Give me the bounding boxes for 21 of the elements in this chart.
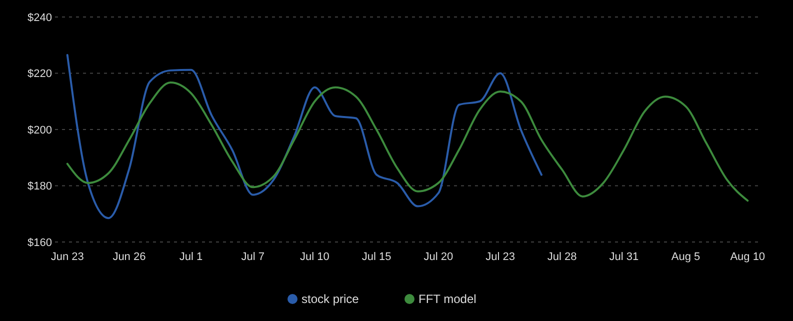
x-tick-label: Jul 1 xyxy=(179,251,203,263)
y-tick-label: $200 xyxy=(28,124,52,136)
x-tick-label: Jun 23 xyxy=(50,251,84,263)
legend-label: FFT model xyxy=(418,292,476,306)
x-tick-label: Jul 23 xyxy=(486,251,515,263)
x-tick-label: Jul 20 xyxy=(424,251,454,263)
x-tick-label: Aug 10 xyxy=(730,251,766,263)
line-series xyxy=(66,54,542,220)
x-tick-label: Jul 31 xyxy=(609,251,639,263)
x-tick-label: Jul 7 xyxy=(241,251,265,263)
y-tick-label: $240 xyxy=(28,12,52,24)
x-tick-label: Jul 15 xyxy=(362,251,392,263)
legend-label: stock price xyxy=(302,292,360,306)
x-tick-label: Jul 10 xyxy=(300,251,330,263)
x-tick-label: Aug 5 xyxy=(671,251,700,263)
y-tick-label: $180 xyxy=(28,180,52,193)
y-tick-label: $220 xyxy=(28,68,52,80)
line-series xyxy=(66,82,749,202)
x-tick-label: Jun 26 xyxy=(112,251,146,263)
x-tick-label: Jul 28 xyxy=(547,251,577,263)
y-tick-label: $160 xyxy=(28,236,52,249)
